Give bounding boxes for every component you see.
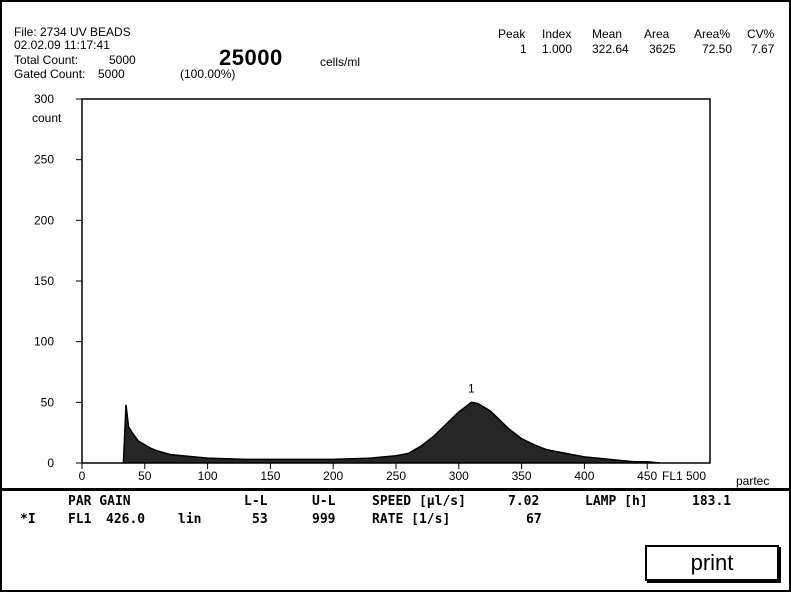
status-speed-value: 7.02 [508,494,540,509]
x-tick-label: 300 [449,469,469,483]
stats-header-mean: Mean [592,27,623,41]
status-lamp-label: LAMP [h] [585,494,648,509]
status-rate-value: 67 [526,512,542,527]
stats-area-percent: 72.50 [702,42,733,56]
x-tick-label: 250 [386,469,406,483]
total-count-value: 5000 [109,53,136,67]
x-tick-label: 450 [637,469,657,483]
y-axis-label: count [32,111,62,125]
y-tick-label: 250 [34,153,54,167]
y-tick-label: 100 [34,335,54,349]
status-selection-marker: *I [20,512,36,527]
plot-frame [81,98,711,464]
status-rate-label: RATE [1/s] [372,512,451,527]
stats-cv: 7.67 [751,42,775,56]
gated-percent: (100.00%) [180,67,236,81]
gated-count-label: Gated Count: [14,67,86,81]
status-ul-value: 999 [312,512,336,527]
stats-header-area-percent: Area% [694,27,731,41]
status-channel: FL1 [68,512,92,527]
x-tick-label: 200 [323,469,343,483]
x-tick-label: 0 [79,469,86,483]
x-tick-label: 150 [260,469,280,483]
peak-label: 1 [468,381,475,395]
y-tick-label: 50 [41,395,55,409]
histogram-area [123,402,660,463]
stats-header-area: Area [644,27,670,41]
x-end-label: 500 [686,469,706,483]
stats-index: 1.000 [542,42,573,56]
status-speed-label: SPEED [µl/s] [372,494,466,509]
stats-header-index: Index [542,27,572,41]
stats-header-peak: Peak [498,27,526,41]
stats-area: 3625 [649,42,676,56]
date-time: 02.02.09 11:17:41 [14,38,110,52]
status-ll-value: 53 [252,512,268,527]
histogram-chart: count 0 50 100 150 200 250 300 0 50 100 150 200 250… [32,92,769,488]
x-tick-label: 50 [138,469,152,483]
x-tick-label: 400 [574,469,594,483]
status-ul-label: U-L [312,494,336,509]
concentration-value: 25000 [219,45,283,70]
histogram-line [122,401,660,464]
y-tick-label: 0 [47,456,54,470]
y-tick-label: 300 [34,92,54,106]
stats-mean: 322.64 [592,42,629,56]
x-axis-label: FL1 [662,469,683,483]
x-tick-label: 350 [512,469,532,483]
status-gain-value: 426.0 [106,512,146,527]
status-lamp-value: 183.1 [692,494,732,509]
brand-label: partec [736,474,769,488]
stats-header-cv-percent: CV% [747,27,775,41]
total-count-label: Total Count: [14,53,79,67]
status-divider [2,488,789,491]
status-mode: lin [178,512,202,527]
y-tick-label: 200 [34,213,54,227]
file-name: File: 2734 UV BEADS [14,25,131,39]
print-button[interactable]: print [645,545,779,581]
y-tick-label: 150 [34,274,54,288]
gated-count-value: 5000 [98,67,125,81]
stats-peak: 1 [520,42,527,56]
concentration-unit: cells/ml [320,55,361,69]
x-tick-label: 100 [198,469,218,483]
status-ll-label: L-L [244,494,268,509]
status-param-gain-label: PAR GAIN [68,494,131,509]
